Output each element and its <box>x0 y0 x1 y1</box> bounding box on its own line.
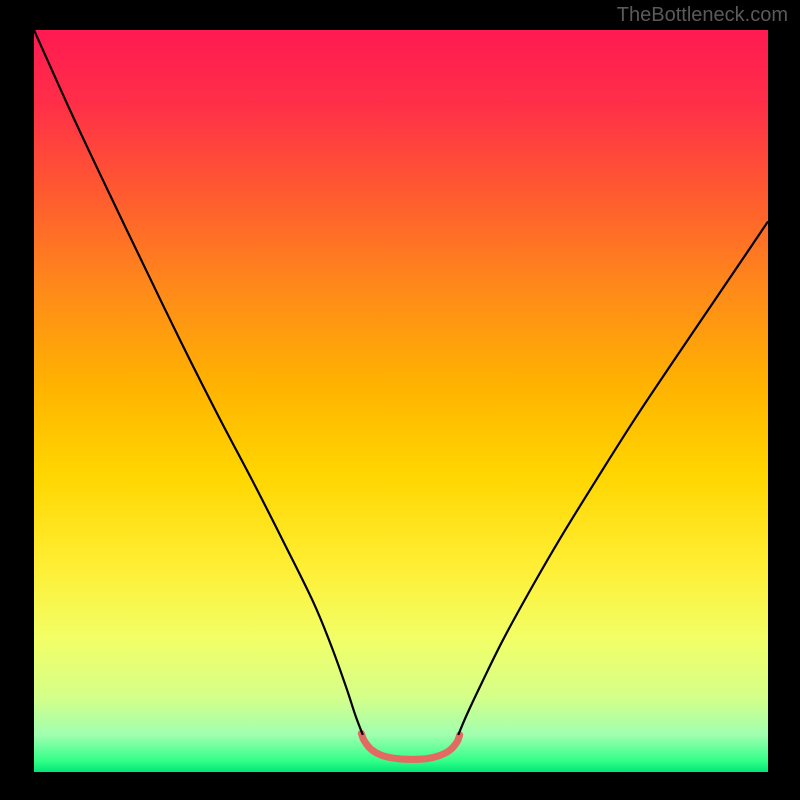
watermark-label: TheBottleneck.com <box>617 4 788 27</box>
chart-container: TheBottleneck.com <box>0 0 800 800</box>
valley-marker <box>361 733 459 759</box>
left-curve <box>34 30 363 735</box>
plot-area <box>34 30 768 772</box>
curve-layer <box>34 30 768 772</box>
right-curve <box>458 221 768 734</box>
